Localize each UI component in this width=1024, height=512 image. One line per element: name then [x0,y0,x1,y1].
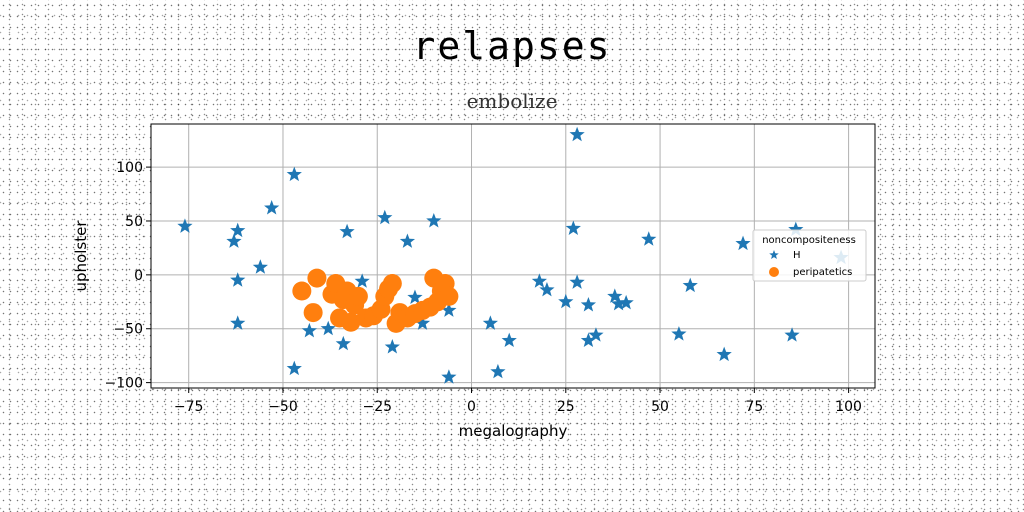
point-peripatetics [303,303,323,323]
legend-marker-h [769,250,779,260]
point-h [177,218,193,233]
point-h [490,363,506,379]
point-h [531,273,547,288]
x-tick-label: −25 [362,399,392,415]
point-h [716,346,732,362]
x-tick-label: 0 [467,399,476,415]
x-tick-label: −75 [174,399,204,415]
point-h [414,315,431,330]
point-h [230,315,246,330]
x-axis-label: megalography [459,422,568,440]
x-tick-label: 75 [745,399,763,415]
y-tick-label: 100 [116,160,143,176]
point-h [301,322,317,338]
point-h [607,288,623,303]
y-tick-label: 50 [125,214,143,230]
point-h [384,339,400,354]
axis-ticks: −75 −50 −25 0 25 50 75 100 −100 −50 0 50 100 [105,160,862,415]
point-peripatetics [382,273,402,293]
x-tick-label: 25 [557,399,575,415]
point-h [501,332,517,348]
point-h [580,297,597,312]
point-h [671,326,687,341]
point-h [354,273,370,288]
point-h [426,212,442,228]
point-h [641,231,657,246]
x-tick-label: 100 [835,399,862,415]
point-h [784,327,800,342]
point-h [788,221,804,237]
legend-marker-peripatetics [769,267,779,277]
y-tick-label: −50 [113,322,143,338]
chart-subtitle: embolize [466,89,558,113]
point-h [335,335,351,351]
y-tick-label: 0 [134,268,143,284]
point-peripatetics [307,268,327,288]
x-tick-label: 50 [651,399,669,415]
point-h [230,272,246,287]
plot-frame [150,123,876,389]
point-peripatetics [341,312,361,332]
point-h [610,295,627,311]
point-peripatetics [439,286,459,306]
legend-label-h: H [793,250,801,261]
legend-circle-icon [769,267,779,277]
legend-box [752,229,867,282]
point-h [618,294,634,310]
point-h [482,315,498,330]
x-tick-label: −50 [268,399,298,415]
point-h [226,233,242,248]
point-peripatetics [292,281,312,301]
point-h [320,320,336,336]
legend-label-peripatetics: peripatetics [793,267,852,278]
point-h [569,126,585,142]
legend: noncompositeness H peripatetics [752,229,867,282]
y-tick-label: −100 [105,376,143,392]
point-h [558,293,574,309]
point-h [252,259,268,274]
y-axis-label: upholster [72,220,90,292]
point-h [682,277,698,293]
point-h [407,289,423,304]
point-h [377,209,393,225]
grid-lines [151,124,875,388]
point-h [580,332,597,348]
legend-star-icon [769,250,779,260]
chart-title: relapses [412,24,612,68]
point-h [286,360,302,376]
point-h [441,302,457,317]
point-h [441,369,457,384]
point-h [230,222,246,238]
point-peripatetics [348,286,368,306]
point-h [539,281,555,297]
point-h [399,233,416,248]
point-h [286,166,302,182]
point-h [565,220,581,235]
legend-title: noncompositeness [762,235,856,246]
point-h [264,200,280,215]
point-h [569,274,585,289]
point-h [735,235,751,251]
point-h [588,327,604,342]
point-h [339,223,355,239]
